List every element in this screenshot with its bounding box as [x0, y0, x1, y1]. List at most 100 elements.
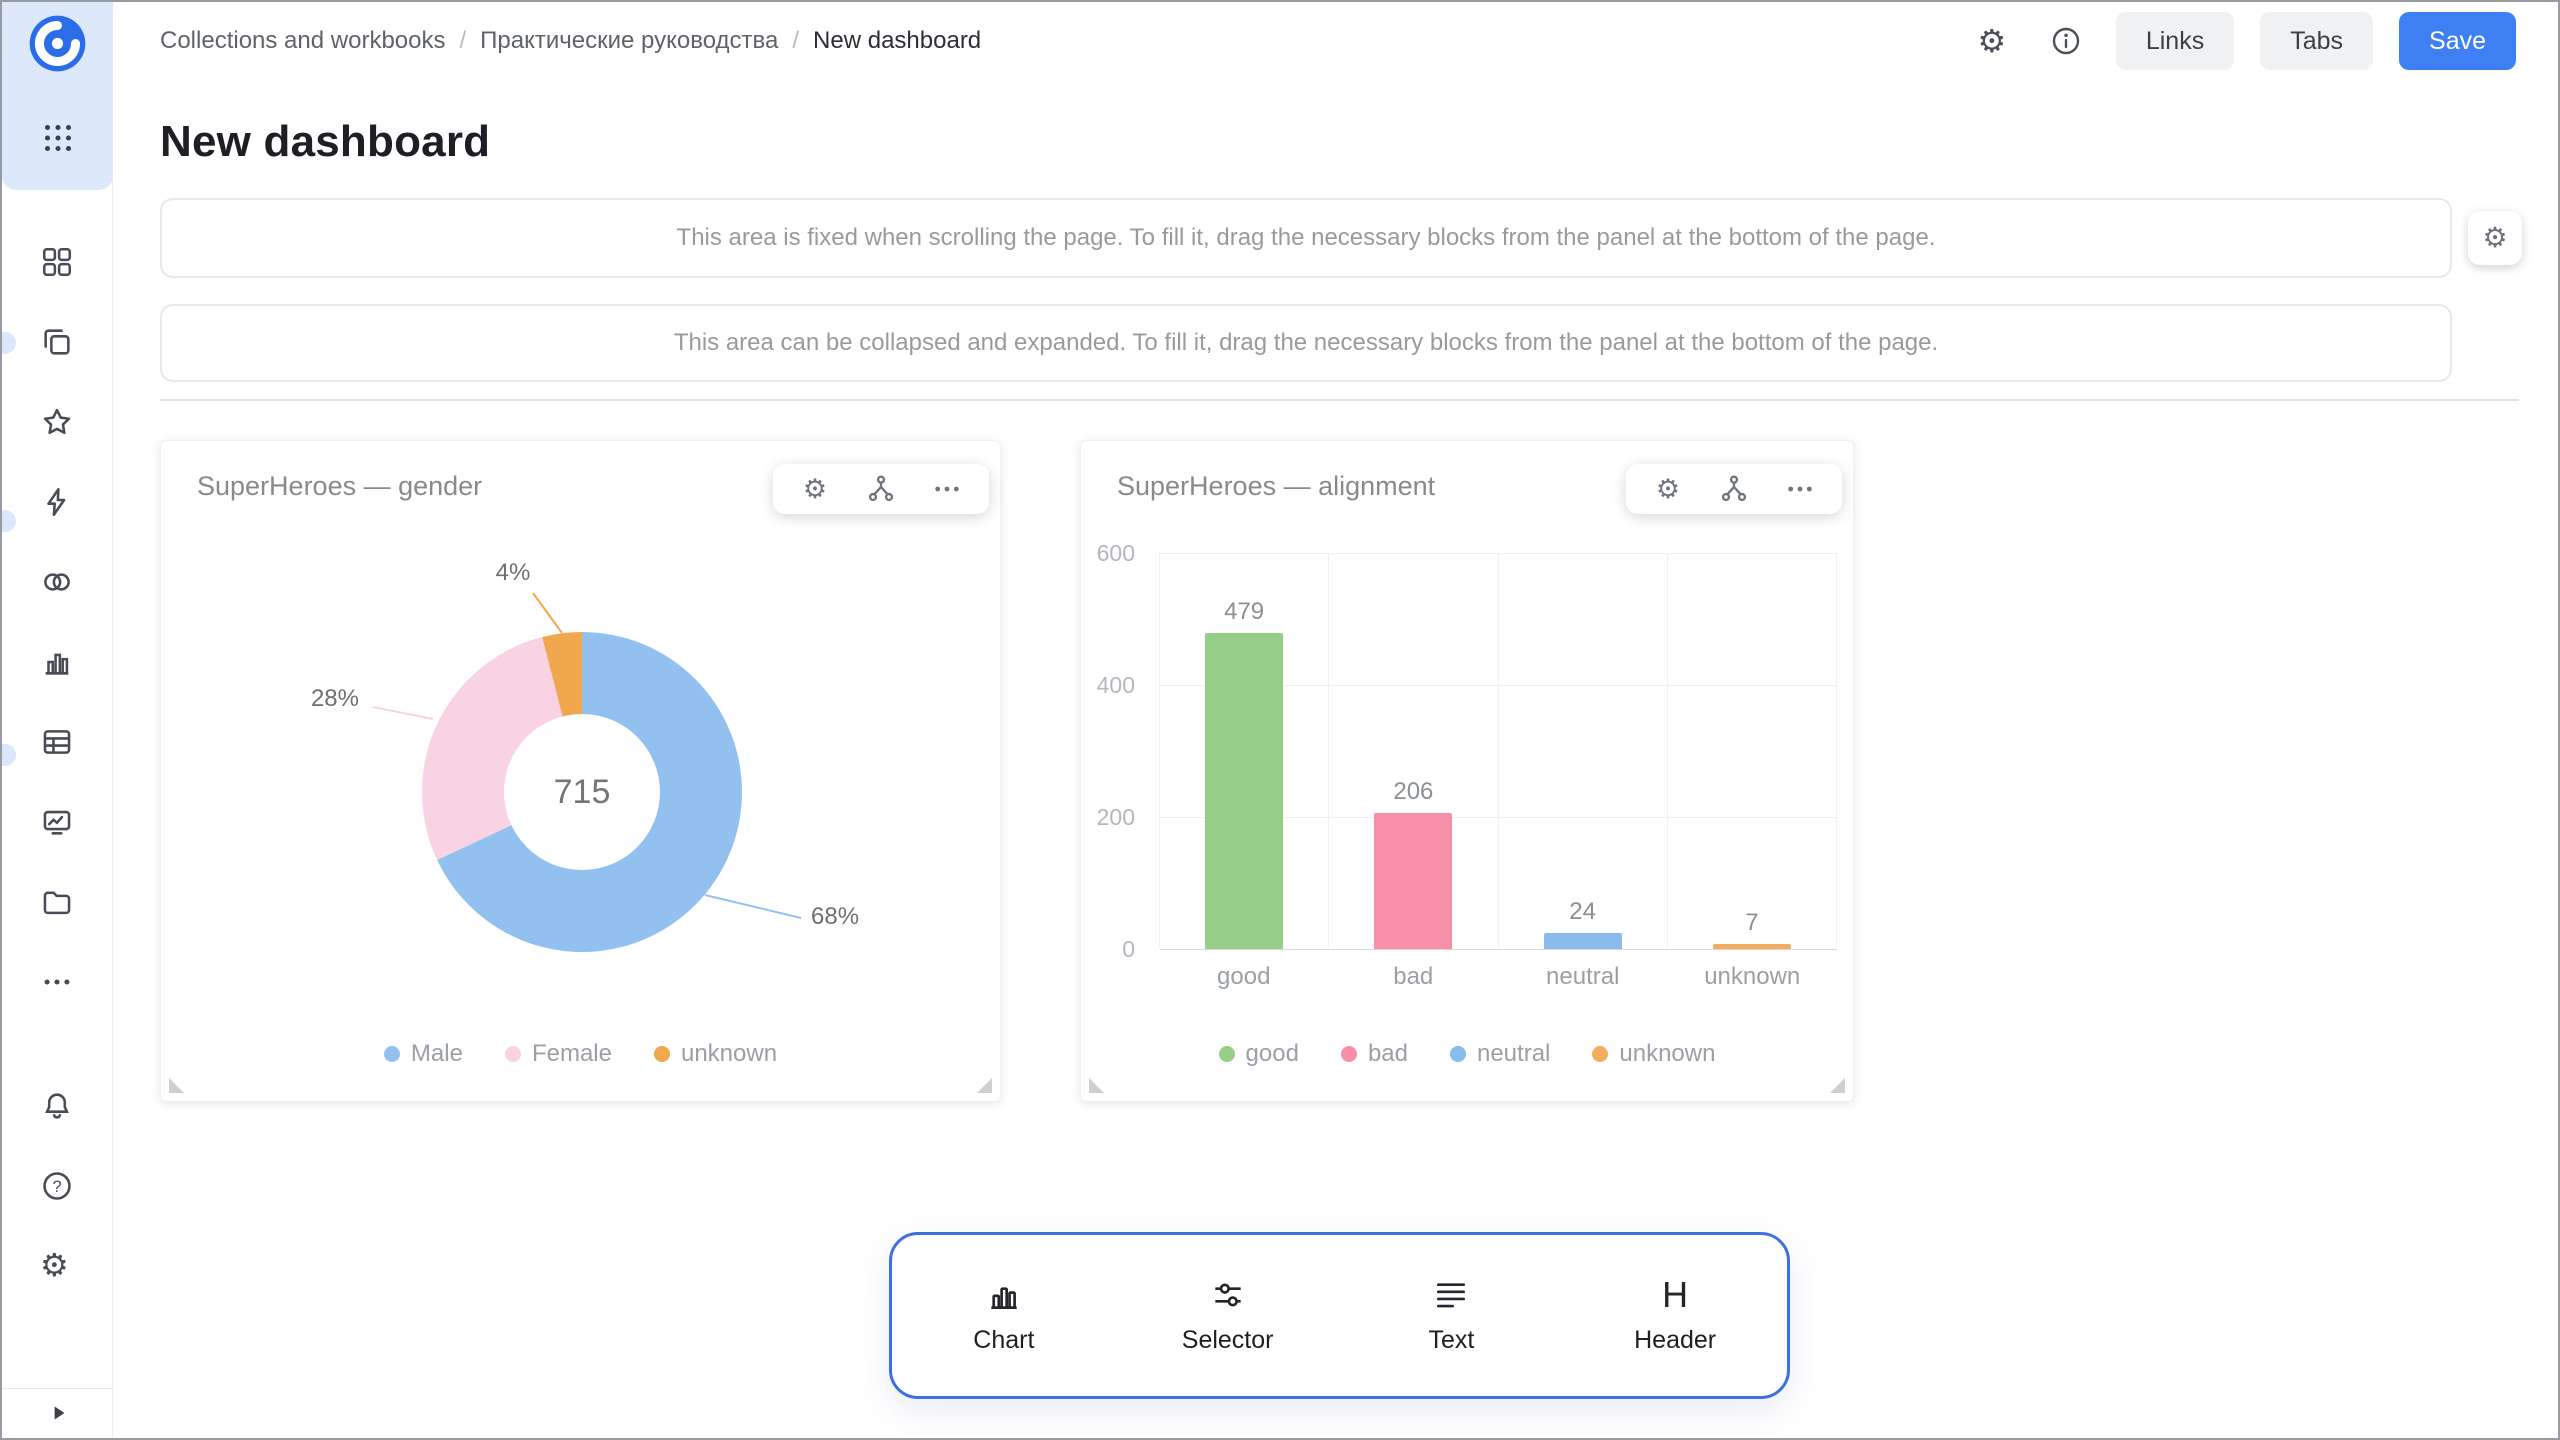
widget-gender-chart[interactable]: SuperHeroes — gender ⚙ — [160, 440, 1001, 1102]
panel-item-chart[interactable]: Chart — [892, 1276, 1116, 1355]
notifications-bell-icon[interactable] — [40, 1089, 74, 1123]
slice-label-unknown: 4% — [495, 559, 531, 586]
section-divider — [160, 399, 2519, 401]
legend-gender: Male Female unknown — [161, 1026, 1000, 1082]
slice-label-female: 28% — [310, 685, 359, 712]
save-button[interactable]: Save — [2399, 12, 2516, 70]
help-icon[interactable]: ? — [40, 1169, 74, 1203]
panel-item-text[interactable]: Text — [1340, 1276, 1564, 1355]
bar-value-label: 7 — [1745, 909, 1759, 937]
charts-icon[interactable] — [40, 645, 74, 679]
x-tick-label: unknown — [1704, 963, 1801, 990]
resize-handle-bottom-right[interactable] — [977, 1078, 992, 1093]
services-icon[interactable] — [40, 565, 74, 599]
bar-neutral[interactable] — [1543, 933, 1622, 949]
gridline — [1160, 817, 1837, 818]
datalens-logo[interactable] — [28, 14, 87, 73]
legend-dot — [1340, 1046, 1357, 1062]
relations-icon[interactable] — [1716, 471, 1752, 507]
relations-icon[interactable] — [863, 471, 899, 507]
storage-folder-icon[interactable] — [40, 885, 74, 919]
legend-item[interactable]: Male — [383, 1040, 463, 1068]
widget-alignment-chart[interactable]: SuperHeroes — alignment ⚙ — [1080, 440, 1854, 1102]
widgets-row: SuperHeroes — gender ⚙ — [160, 440, 2558, 1102]
legend-label: good — [1245, 1040, 1299, 1067]
bar-unknown[interactable] — [1712, 944, 1791, 949]
gear-icon[interactable]: ⚙ — [1650, 471, 1686, 507]
more-icon[interactable] — [1782, 471, 1818, 507]
fixed-area-hint: This area is fixed when scrolling the pa… — [676, 224, 1936, 251]
legend-alignment: good bad neutral unknown — [1081, 1026, 1853, 1082]
legend-dot — [1218, 1046, 1235, 1062]
sidebar-footer — [2, 1388, 112, 1438]
header-icon: H — [1662, 1274, 1689, 1315]
resize-handle-bottom-left[interactable] — [1089, 1078, 1104, 1093]
donut-chart[interactable]: 715 — [422, 632, 742, 952]
gridline — [1160, 949, 1837, 950]
resize-handle-bottom-right[interactable] — [1830, 1078, 1845, 1093]
legend-item[interactable]: good — [1218, 1040, 1299, 1068]
settings-gear-icon[interactable]: ⚙ — [40, 1246, 69, 1284]
more-icon[interactable] — [929, 471, 965, 507]
legend-item[interactable]: bad — [1340, 1040, 1408, 1068]
legend-dot — [504, 1046, 521, 1062]
bar-good[interactable] — [1205, 632, 1284, 949]
legend-item[interactable]: unknown — [653, 1040, 777, 1068]
panel-item-label: Selector — [1181, 1326, 1274, 1354]
gridline — [1160, 553, 1837, 554]
legend-label: Male — [410, 1040, 463, 1067]
favorites-star-icon[interactable] — [40, 405, 74, 439]
collections-icon[interactable] — [40, 325, 74, 359]
bar-column: 206 — [1329, 553, 1499, 949]
gear-icon[interactable]: ⚙ — [797, 471, 833, 507]
main-area: Collections and workbooks / Практические… — [113, 2, 2558, 1438]
breadcrumb-current: New dashboard — [813, 27, 982, 54]
legend-item[interactable]: Female — [504, 1040, 612, 1068]
widget-actions: ⚙ — [1626, 464, 1842, 514]
legend-dot — [653, 1046, 670, 1062]
sidebar-highlight-dot — [2, 510, 16, 532]
info-icon[interactable] — [2042, 17, 2090, 65]
sidebar-highlight-dot — [2, 744, 16, 766]
links-button[interactable]: Links — [2115, 12, 2235, 70]
editor-lightning-icon[interactable] — [40, 485, 74, 519]
legend-item[interactable]: unknown — [1592, 1040, 1715, 1068]
collapsible-area-hint: This area can be collapsed and expanded.… — [673, 329, 1939, 356]
page-title: New dashboard — [160, 117, 491, 166]
panel-item-selector[interactable]: Selector — [1116, 1276, 1340, 1355]
x-tick-label: bad — [1393, 963, 1434, 990]
text-icon — [1437, 1283, 1466, 1308]
y-tick-label: 200 — [1096, 804, 1135, 830]
breadcrumb-collections[interactable]: Collections and workbooks — [160, 27, 446, 54]
dashboard-settings-gear-icon[interactable]: ⚙ — [1968, 17, 2016, 65]
sidebar-logo-area — [2, 2, 113, 190]
bar-bad[interactable] — [1374, 813, 1453, 949]
fixed-drop-area[interactable]: This area is fixed when scrolling the pa… — [160, 198, 2452, 278]
panel-item-header[interactable]: H Header — [1563, 1276, 1787, 1355]
slice-label-male: 68% — [811, 903, 860, 930]
bar-column: 24 — [1499, 553, 1668, 949]
legend-item[interactable]: neutral — [1449, 1040, 1551, 1068]
bar-column: 479 — [1160, 553, 1330, 949]
fixed-area-settings-button[interactable]: ⚙ — [2468, 211, 2522, 265]
svg-text:?: ? — [52, 1178, 61, 1196]
x-tick-label: neutral — [1546, 963, 1620, 990]
dashboards-icon[interactable] — [40, 245, 74, 279]
collapse-arrow-icon[interactable] — [46, 1400, 72, 1426]
monitoring-icon[interactable] — [40, 805, 74, 839]
breadcrumb-separator: / — [792, 27, 800, 54]
resize-handle-bottom-left[interactable] — [169, 1078, 184, 1093]
datasets-table-icon[interactable] — [40, 725, 74, 759]
legend-label: Female — [531, 1040, 612, 1067]
more-icon[interactable] — [40, 965, 74, 999]
tabs-button[interactable]: Tabs — [2260, 12, 2374, 70]
bar-column: 7 — [1668, 553, 1837, 949]
collapsible-drop-area[interactable]: This area can be collapsed and expanded.… — [160, 304, 2452, 382]
apps-grid-icon[interactable] — [40, 120, 76, 161]
panel-item-label: Header — [1634, 1326, 1717, 1354]
breadcrumb-workbook[interactable]: Практические руководства — [480, 27, 779, 54]
breadcrumb: Collections and workbooks / Практические… — [160, 27, 981, 55]
legend-label: neutral — [1476, 1040, 1551, 1067]
gridline — [1160, 685, 1837, 686]
